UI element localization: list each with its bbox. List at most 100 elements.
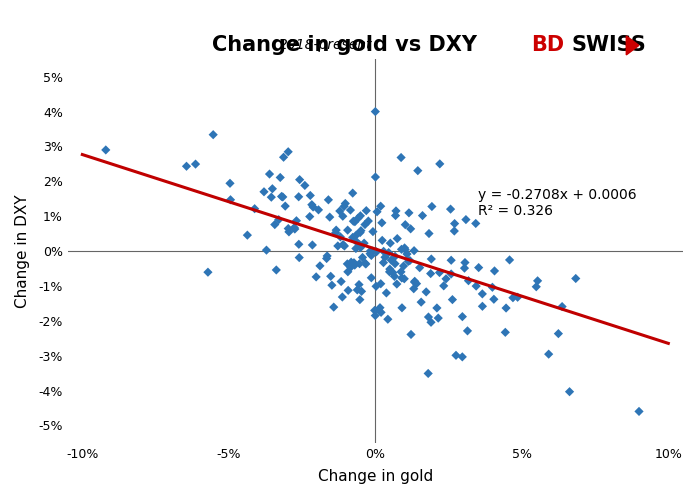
Point (355, 244, 366, 251)
Point (310, 273, 322, 281)
Point (404, 256, 415, 264)
Point (378, 248, 389, 255)
Point (350, 245, 361, 252)
Point (389, 252, 401, 260)
Point (347, 234, 359, 242)
Point (342, 226, 353, 234)
Point (330, 229, 341, 237)
Point (425, 269, 436, 277)
Point (282, 148, 294, 156)
Point (463, 277, 474, 285)
Point (369, 306, 380, 314)
Point (276, 193, 287, 201)
Point (462, 327, 473, 335)
Point (359, 221, 370, 229)
Point (489, 295, 500, 303)
Point (423, 369, 434, 377)
Point (323, 196, 334, 204)
Point (531, 283, 542, 291)
X-axis label: Change in gold: Change in gold (318, 469, 433, 484)
Text: SWISS: SWISS (572, 35, 647, 55)
Point (293, 193, 304, 201)
Point (368, 228, 379, 236)
Point (307, 241, 318, 249)
Point (340, 200, 351, 208)
Point (459, 258, 470, 266)
Point (396, 246, 407, 253)
Point (375, 280, 387, 288)
Point (440, 275, 452, 283)
Point (389, 259, 401, 267)
Point (416, 298, 427, 306)
Point (324, 213, 336, 221)
Point (280, 202, 291, 210)
Point (633, 408, 644, 416)
Point (208, 131, 219, 139)
Point (386, 256, 397, 264)
Point (445, 270, 456, 278)
Point (359, 239, 370, 247)
Point (363, 217, 374, 225)
Point (387, 268, 398, 276)
Point (377, 237, 388, 245)
Point (354, 241, 365, 249)
Point (375, 308, 387, 316)
Point (354, 295, 366, 303)
Point (278, 193, 289, 201)
Point (370, 108, 381, 116)
Point (400, 246, 411, 253)
Point (398, 262, 409, 270)
Point (336, 277, 347, 285)
Point (398, 275, 410, 283)
Point (434, 160, 445, 168)
Point (367, 247, 378, 255)
Point (470, 220, 482, 228)
Point (401, 250, 412, 258)
Point (414, 263, 425, 271)
Point (459, 264, 470, 272)
Point (264, 170, 275, 178)
Point (350, 237, 361, 245)
Point (473, 263, 484, 271)
Point (334, 207, 345, 215)
Point (500, 304, 512, 312)
Title: Change in gold vs DXY: Change in gold vs DXY (212, 35, 477, 55)
Point (354, 280, 365, 288)
Point (313, 206, 324, 214)
Point (433, 314, 444, 322)
Point (396, 154, 407, 162)
Text: y = -0.2708x + 0.0006
R² = 0.326: y = -0.2708x + 0.0006 R² = 0.326 (478, 188, 637, 219)
Point (434, 268, 445, 276)
Point (390, 207, 401, 215)
Point (332, 242, 343, 250)
Point (354, 259, 365, 267)
Point (426, 318, 437, 326)
Point (456, 313, 468, 321)
Point (352, 286, 363, 294)
Point (181, 162, 192, 170)
Point (356, 287, 367, 295)
Point (424, 230, 435, 238)
Point (376, 219, 387, 227)
Point (431, 304, 442, 312)
Point (384, 239, 396, 247)
Text: BD: BD (531, 35, 564, 55)
Point (456, 353, 468, 361)
Point (304, 213, 315, 221)
Point (294, 253, 305, 261)
Point (321, 254, 332, 262)
Point (249, 205, 260, 213)
Point (348, 217, 359, 225)
Point (411, 279, 422, 287)
Point (338, 241, 349, 249)
Point (278, 153, 289, 161)
Point (338, 202, 350, 210)
Point (408, 285, 419, 293)
Point (447, 295, 458, 303)
Point (328, 303, 339, 311)
Point (489, 267, 500, 275)
Point (326, 281, 338, 289)
Point (337, 212, 348, 220)
Point (383, 249, 394, 256)
Point (405, 225, 416, 233)
